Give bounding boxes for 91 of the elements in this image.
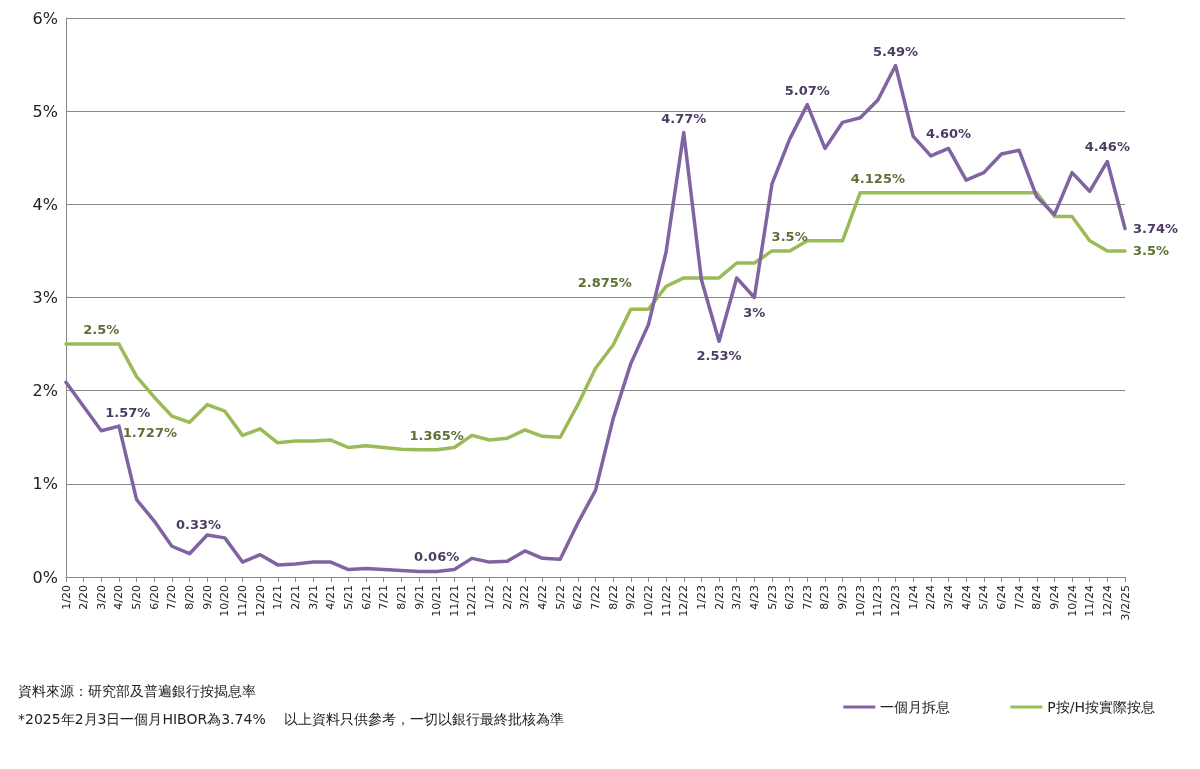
x-tick-label: 2/22 (500, 585, 514, 610)
x-tick-label: 11/23 (871, 585, 885, 617)
x-tick-label: 12/24 (1100, 585, 1114, 617)
x-tick-label: 12/21 (465, 585, 479, 617)
y-tick-label: 2% (32, 381, 58, 401)
x-tick-label: 10/23 (853, 585, 867, 617)
y-tick-label: 6% (32, 8, 58, 28)
x-tick-label: 2/23 (712, 585, 726, 610)
x-tick-label: 3/22 (518, 585, 532, 610)
data-label: 3.5% (771, 228, 808, 244)
data-label: 4.125% (850, 170, 905, 186)
x-tick-label: 8/24 (1030, 585, 1044, 610)
x-tick-label: 9/23 (836, 585, 850, 610)
x-tick-label: 9/24 (1047, 585, 1061, 610)
x-tick-label: 3/20 (94, 585, 108, 610)
y-tick-label: 4% (32, 194, 58, 214)
x-tick-label: 3/2/25 (1118, 585, 1132, 621)
legend-label: P按/H按實際按息 (1047, 699, 1155, 715)
data-label: 3.74% (1133, 221, 1179, 237)
x-tick-label: 5/20 (130, 585, 144, 610)
x-tick-label: 7/24 (1012, 585, 1026, 610)
x-tick-label: 8/23 (818, 585, 832, 610)
x-tick-label: 6/20 (147, 585, 161, 610)
x-tick-label: 4/21 (324, 585, 338, 610)
x-tick-label: 1/24 (906, 585, 920, 610)
data-label: 4.77% (661, 110, 707, 126)
x-tick-label: 7/22 (589, 585, 602, 610)
x-tick-label: 5/21 (341, 585, 355, 610)
data-label: 4.60% (925, 126, 972, 142)
x-tick-label: 4/20 (112, 585, 126, 610)
x-tick-label: 3/21 (306, 585, 320, 610)
x-tick-label: 1/23 (694, 585, 708, 610)
x-tick-label: 7/20 (165, 585, 179, 610)
source-note: 資料來源：研究部及普遍銀行按揭息率 (18, 683, 256, 699)
x-tick-label: 4/22 (536, 585, 550, 610)
x-tick-label: 2/24 (924, 585, 938, 610)
data-label: 2.875% (577, 274, 632, 290)
x-tick-label: 3/24 (942, 585, 955, 610)
data-label: 1.727% (122, 424, 177, 440)
x-tick-label: 10/24 (1065, 585, 1079, 617)
y-tick-label: 1% (32, 474, 58, 494)
x-tick-label: 6/22 (571, 585, 585, 610)
data-label: 2.5% (83, 322, 120, 338)
x-tick-label: 4/24 (959, 585, 973, 610)
x-tick-label: 1/22 (483, 585, 497, 610)
x-tick-label: 11/21 (447, 585, 461, 617)
data-label: 1.57% (105, 405, 151, 421)
legend-label: 一個月拆息 (880, 699, 951, 715)
x-tick-label: 2/20 (77, 585, 91, 610)
data-label: 3% (743, 304, 766, 320)
x-tick-label: 9/20 (200, 585, 214, 610)
data-label: 5.07% (784, 82, 830, 98)
data-label: 5.49% (873, 43, 919, 59)
x-tick-label: 12/20 (253, 585, 267, 617)
x-tick-label: 6/21 (359, 585, 373, 610)
data-label: 2.53% (696, 348, 742, 364)
x-tick-label: 10/20 (218, 585, 232, 617)
data-label: 0.06% (414, 549, 460, 565)
y-tick-label: 5% (32, 101, 58, 121)
x-tick-label: 11/22 (659, 585, 673, 617)
y-tick-label: 3% (32, 288, 58, 307)
x-tick-label: 5/24 (977, 585, 991, 610)
x-tick-label: 5/22 (553, 585, 567, 610)
line-series (64, 190, 1127, 452)
x-tick-label: 8/22 (606, 585, 620, 610)
x-tick-label: 1/21 (271, 585, 285, 610)
data-label: 3.5% (1133, 243, 1170, 259)
data-label: 0.33% (175, 516, 222, 532)
data-label: 4.46% (1084, 139, 1130, 155)
x-tick-label: 2/21 (288, 585, 302, 610)
x-tick-label: 8/20 (183, 585, 197, 610)
x-tick-label: 4/23 (747, 585, 761, 610)
x-tick-label: 11/24 (1083, 585, 1097, 617)
x-tick-label: 12/22 (677, 585, 691, 617)
y-tick-label: 0% (32, 567, 58, 587)
x-tick-label: 11/20 (236, 585, 249, 617)
x-tick-label: 6/24 (994, 585, 1008, 610)
x-tick-label: 1/20 (59, 585, 73, 610)
x-tick-label: 5/23 (765, 585, 779, 610)
x-tick-label: 9/22 (624, 585, 638, 610)
text: *2025年2月3日一個月HIBOR為3.74% 以上資料只供參考，一切以銀行最終批核為準 (18, 711, 565, 727)
x-tick-label: 8/21 (394, 585, 408, 610)
data-label: 1.365% (409, 427, 464, 443)
x-tick-label: 10/22 (641, 585, 655, 617)
x-tick-label: 7/21 (377, 585, 391, 610)
x-tick-label: 12/23 (889, 585, 903, 617)
x-tick-label: 3/23 (730, 585, 744, 610)
x-tick-label: 9/21 (412, 585, 426, 610)
x-tick-label: 10/21 (430, 585, 444, 617)
x-tick-label: 6/23 (783, 585, 797, 610)
x-tick-label: 7/23 (800, 585, 814, 610)
